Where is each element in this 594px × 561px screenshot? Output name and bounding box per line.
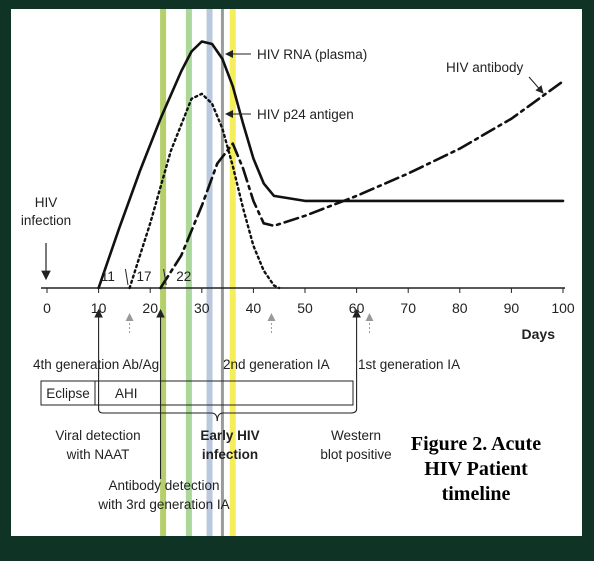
figure-caption: Figure 2. Acute HIV Patient timeline	[411, 433, 541, 505]
x-tick-label: 0	[43, 300, 51, 316]
series-line	[97, 40, 565, 290]
ahi-box	[94, 380, 354, 406]
ahi-label: AHI	[115, 386, 138, 401]
day-label: 22	[176, 269, 191, 284]
day-label: 11	[101, 269, 115, 284]
series-line	[159, 80, 565, 290]
antibody-series-label: HIV antibody	[446, 60, 524, 75]
early-bracket-right	[216, 315, 358, 422]
day-divider	[163, 268, 167, 286]
highlight-bar	[160, 9, 167, 536]
early-bracket-left	[98, 315, 218, 422]
antibody-detection-label: Antibody detection with 3rd generation IA	[97, 478, 229, 512]
highlight-bar	[206, 9, 213, 536]
x-tick-label: 30	[194, 300, 210, 316]
fourth-gen-label: 4th generation Ab/Ag	[33, 357, 159, 372]
p24-series-label: HIV p24 antigen	[257, 107, 354, 122]
x-tick-label: 50	[297, 300, 313, 316]
highlight-bar	[220, 9, 224, 536]
second-gen-label: 2nd generation IA	[223, 357, 330, 372]
antibody-label-arrow	[528, 76, 544, 94]
day-divider	[124, 268, 129, 286]
early-infection-label: Early HIV infection	[200, 428, 259, 462]
x-tick-label: 100	[551, 300, 575, 316]
eclipse-label: Eclipse	[46, 386, 90, 401]
x-tick-label: 20	[142, 300, 158, 316]
rna-series-label: HIV RNA (plasma)	[257, 47, 367, 62]
chart-panel: 0 10 20 30 40 50 60 70 80 90 100 Days HIV RNA (plas…	[11, 9, 582, 536]
infection-label: HIV infection	[21, 195, 71, 228]
x-tick-label: 40	[246, 300, 262, 316]
x-tick-label: 80	[452, 300, 468, 316]
highlight-bar	[229, 9, 236, 536]
day-label: 17	[136, 269, 151, 284]
highlight-bar	[185, 9, 192, 536]
x-axis-title: Days	[522, 326, 556, 342]
series-line	[128, 92, 281, 290]
x-tick-label: 70	[400, 300, 416, 316]
western-blot-label: Western blot positive	[320, 428, 391, 462]
first-gen-label: 1st generation IA	[358, 357, 460, 372]
naat-label: Viral detection with NAAT	[55, 428, 140, 462]
x-tick-label: 90	[504, 300, 520, 316]
